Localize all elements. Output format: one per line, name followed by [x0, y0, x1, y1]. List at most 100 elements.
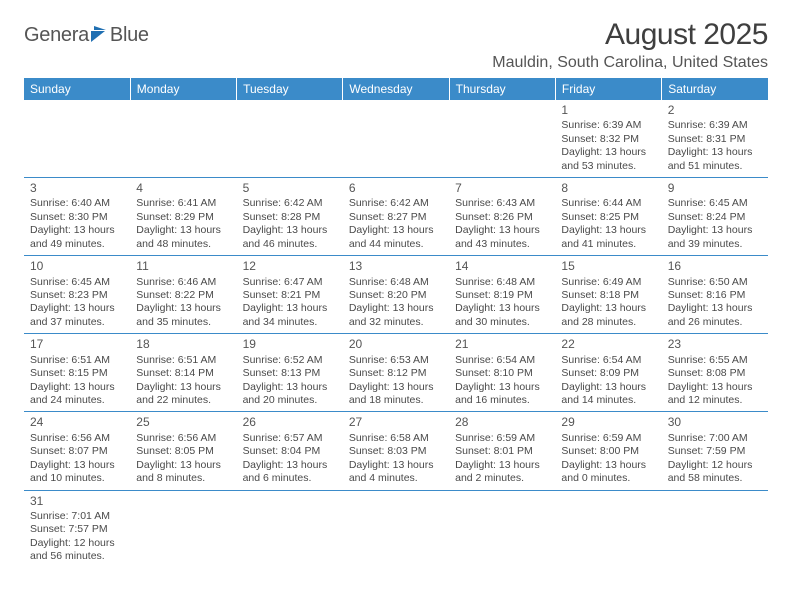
daylight-line: Daylight: 13 hours and 26 minutes.	[668, 302, 762, 329]
empty-cell	[343, 490, 449, 568]
sunrise-line: Sunrise: 6:51 AM	[136, 354, 230, 367]
sunrise-line: Sunrise: 6:49 AM	[561, 276, 655, 289]
daylight-line: Daylight: 13 hours and 51 minutes.	[668, 146, 762, 173]
empty-cell	[237, 490, 343, 568]
day-cell: 9Sunrise: 6:45 AMSunset: 8:24 PMDaylight…	[662, 178, 768, 256]
daylight-line: Daylight: 13 hours and 14 minutes.	[561, 381, 655, 408]
sunset-line: Sunset: 8:28 PM	[243, 211, 337, 224]
day-cell: 18Sunrise: 6:51 AMSunset: 8:14 PMDayligh…	[130, 334, 236, 412]
sunset-line: Sunset: 8:04 PM	[243, 445, 337, 458]
day-cell: 16Sunrise: 6:50 AMSunset: 8:16 PMDayligh…	[662, 256, 768, 334]
sunset-line: Sunset: 8:22 PM	[136, 289, 230, 302]
day-cell: 17Sunrise: 6:51 AMSunset: 8:15 PMDayligh…	[24, 334, 130, 412]
empty-cell	[130, 490, 236, 568]
daylight-line: Daylight: 13 hours and 39 minutes.	[668, 224, 762, 251]
sunset-line: Sunset: 8:19 PM	[455, 289, 549, 302]
day-number: 20	[349, 337, 443, 352]
day-number: 7	[455, 181, 549, 196]
sunset-line: Sunset: 8:09 PM	[561, 367, 655, 380]
daylight-line: Daylight: 13 hours and 49 minutes.	[30, 224, 124, 251]
sunset-line: Sunset: 8:10 PM	[455, 367, 549, 380]
daylight-line: Daylight: 13 hours and 16 minutes.	[455, 381, 549, 408]
day-number: 31	[30, 494, 124, 509]
location: Mauldin, South Carolina, United States	[492, 54, 768, 72]
sunset-line: Sunset: 8:00 PM	[561, 445, 655, 458]
empty-cell	[237, 100, 343, 178]
daylight-line: Daylight: 13 hours and 32 minutes.	[349, 302, 443, 329]
day-cell: 1Sunrise: 6:39 AMSunset: 8:32 PMDaylight…	[555, 100, 661, 178]
day-cell: 6Sunrise: 6:42 AMSunset: 8:27 PMDaylight…	[343, 178, 449, 256]
sunrise-line: Sunrise: 6:41 AM	[136, 197, 230, 210]
sunrise-line: Sunrise: 6:47 AM	[243, 276, 337, 289]
sunrise-line: Sunrise: 7:01 AM	[30, 510, 124, 523]
month-title: August 2025	[492, 18, 768, 52]
header: GeneraBlue August 2025 Mauldin, South Ca…	[24, 18, 768, 72]
sunset-line: Sunset: 8:23 PM	[30, 289, 124, 302]
day-cell: 21 Sunrise: 6:54 AMSunset: 8:10 PMDayligh…	[449, 334, 555, 412]
sunset-line: Sunset: 8:30 PM	[30, 211, 124, 224]
sunset-line: Sunset: 7:57 PM	[30, 523, 124, 536]
sunset-line: Sunset: 8:12 PM	[349, 367, 443, 380]
day-number: 25	[136, 415, 230, 430]
day-number: 15	[561, 259, 655, 274]
daylight-line: Daylight: 13 hours and 4 minutes.	[349, 459, 443, 486]
day-cell: 11Sunrise: 6:46 AMSunset: 8:22 PMDayligh…	[130, 256, 236, 334]
day-cell: 19Sunrise: 6:52 AMSunset: 8:13 PMDayligh…	[237, 334, 343, 412]
day-number: 29	[561, 415, 655, 430]
day-number: 21	[455, 337, 549, 352]
day-number: 9	[668, 181, 762, 196]
daylight-line: Daylight: 13 hours and 28 minutes.	[561, 302, 655, 329]
empty-cell	[662, 490, 768, 568]
sunrise-line: Sunrise: 6:44 AM	[561, 197, 655, 210]
day-number: 18	[136, 337, 230, 352]
day-cell: 4Sunrise: 6:41 AMSunset: 8:29 PMDaylight…	[130, 178, 236, 256]
sunset-line: Sunset: 8:13 PM	[243, 367, 337, 380]
flag-icon	[91, 25, 109, 48]
sunset-line: Sunset: 8:24 PM	[668, 211, 762, 224]
empty-cell	[449, 100, 555, 178]
daylight-line: Daylight: 13 hours and 53 minutes.	[561, 146, 655, 173]
day-number: 10	[30, 259, 124, 274]
day-number: 6	[349, 181, 443, 196]
day-cell: 10Sunrise: 6:45 AMSunset: 8:23 PMDayligh…	[24, 256, 130, 334]
sunset-line: Sunset: 8:15 PM	[30, 367, 124, 380]
logo: GeneraBlue	[24, 24, 149, 48]
sunrise-line: Sunrise: 6:56 AM	[136, 432, 230, 445]
day-cell: 12Sunrise: 6:47 AMSunset: 8:21 PMDayligh…	[237, 256, 343, 334]
logo-text-part2: Blue	[110, 24, 149, 46]
sunset-line: Sunset: 8:29 PM	[136, 211, 230, 224]
day-cell: 27Sunrise: 6:58 AMSunset: 8:03 PMDayligh…	[343, 412, 449, 490]
sunrise-line: Sunrise: 6:40 AM	[30, 197, 124, 210]
day-number: 2	[668, 103, 762, 118]
empty-cell	[555, 490, 661, 568]
day-number: 22	[561, 337, 655, 352]
daylight-line: Daylight: 13 hours and 46 minutes.	[243, 224, 337, 251]
calendar-row: 24Sunrise: 6:56 AMSunset: 8:07 PMDayligh…	[24, 412, 768, 490]
calendar-page: GeneraBlue August 2025 Mauldin, South Ca…	[0, 0, 792, 578]
day-number: 11	[136, 259, 230, 274]
calendar-row: 17Sunrise: 6:51 AMSunset: 8:15 PMDayligh…	[24, 334, 768, 412]
sunset-line: Sunset: 8:08 PM	[668, 367, 762, 380]
sunset-line: Sunset: 8:20 PM	[349, 289, 443, 302]
sunset-line: Sunset: 8:01 PM	[455, 445, 549, 458]
daylight-line: Daylight: 13 hours and 48 minutes.	[136, 224, 230, 251]
day-cell: 13Sunrise: 6:48 AMSunset: 8:20 PMDayligh…	[343, 256, 449, 334]
sunset-line: Sunset: 8:05 PM	[136, 445, 230, 458]
sunrise-line: Sunrise: 6:43 AM	[455, 197, 549, 210]
sunrise-line: Sunrise: 6:59 AM	[561, 432, 655, 445]
calendar-row: 31Sunrise: 7:01 AMSunset: 7:57 PMDayligh…	[24, 490, 768, 568]
sunrise-line: Sunrise: 6:54 AM	[455, 354, 549, 367]
day-number: 16	[668, 259, 762, 274]
sunrise-line: Sunrise: 6:57 AM	[243, 432, 337, 445]
calendar-row: 1Sunrise: 6:39 AMSunset: 8:32 PMDaylight…	[24, 100, 768, 178]
day-cell: 29Sunrise: 6:59 AMSunset: 8:00 PMDayligh…	[555, 412, 661, 490]
daylight-line: Daylight: 13 hours and 37 minutes.	[30, 302, 124, 329]
day-cell: 2Sunrise: 6:39 AMSunset: 8:31 PMDaylight…	[662, 100, 768, 178]
weekday-header: Monday	[130, 78, 236, 100]
daylight-line: Daylight: 13 hours and 10 minutes.	[30, 459, 124, 486]
day-number: 14	[455, 259, 549, 274]
day-number: 28	[455, 415, 549, 430]
sunset-line: Sunset: 8:14 PM	[136, 367, 230, 380]
day-cell: 28Sunrise: 6:59 AMSunset: 8:01 PMDayligh…	[449, 412, 555, 490]
daylight-line: Daylight: 13 hours and 18 minutes.	[349, 381, 443, 408]
